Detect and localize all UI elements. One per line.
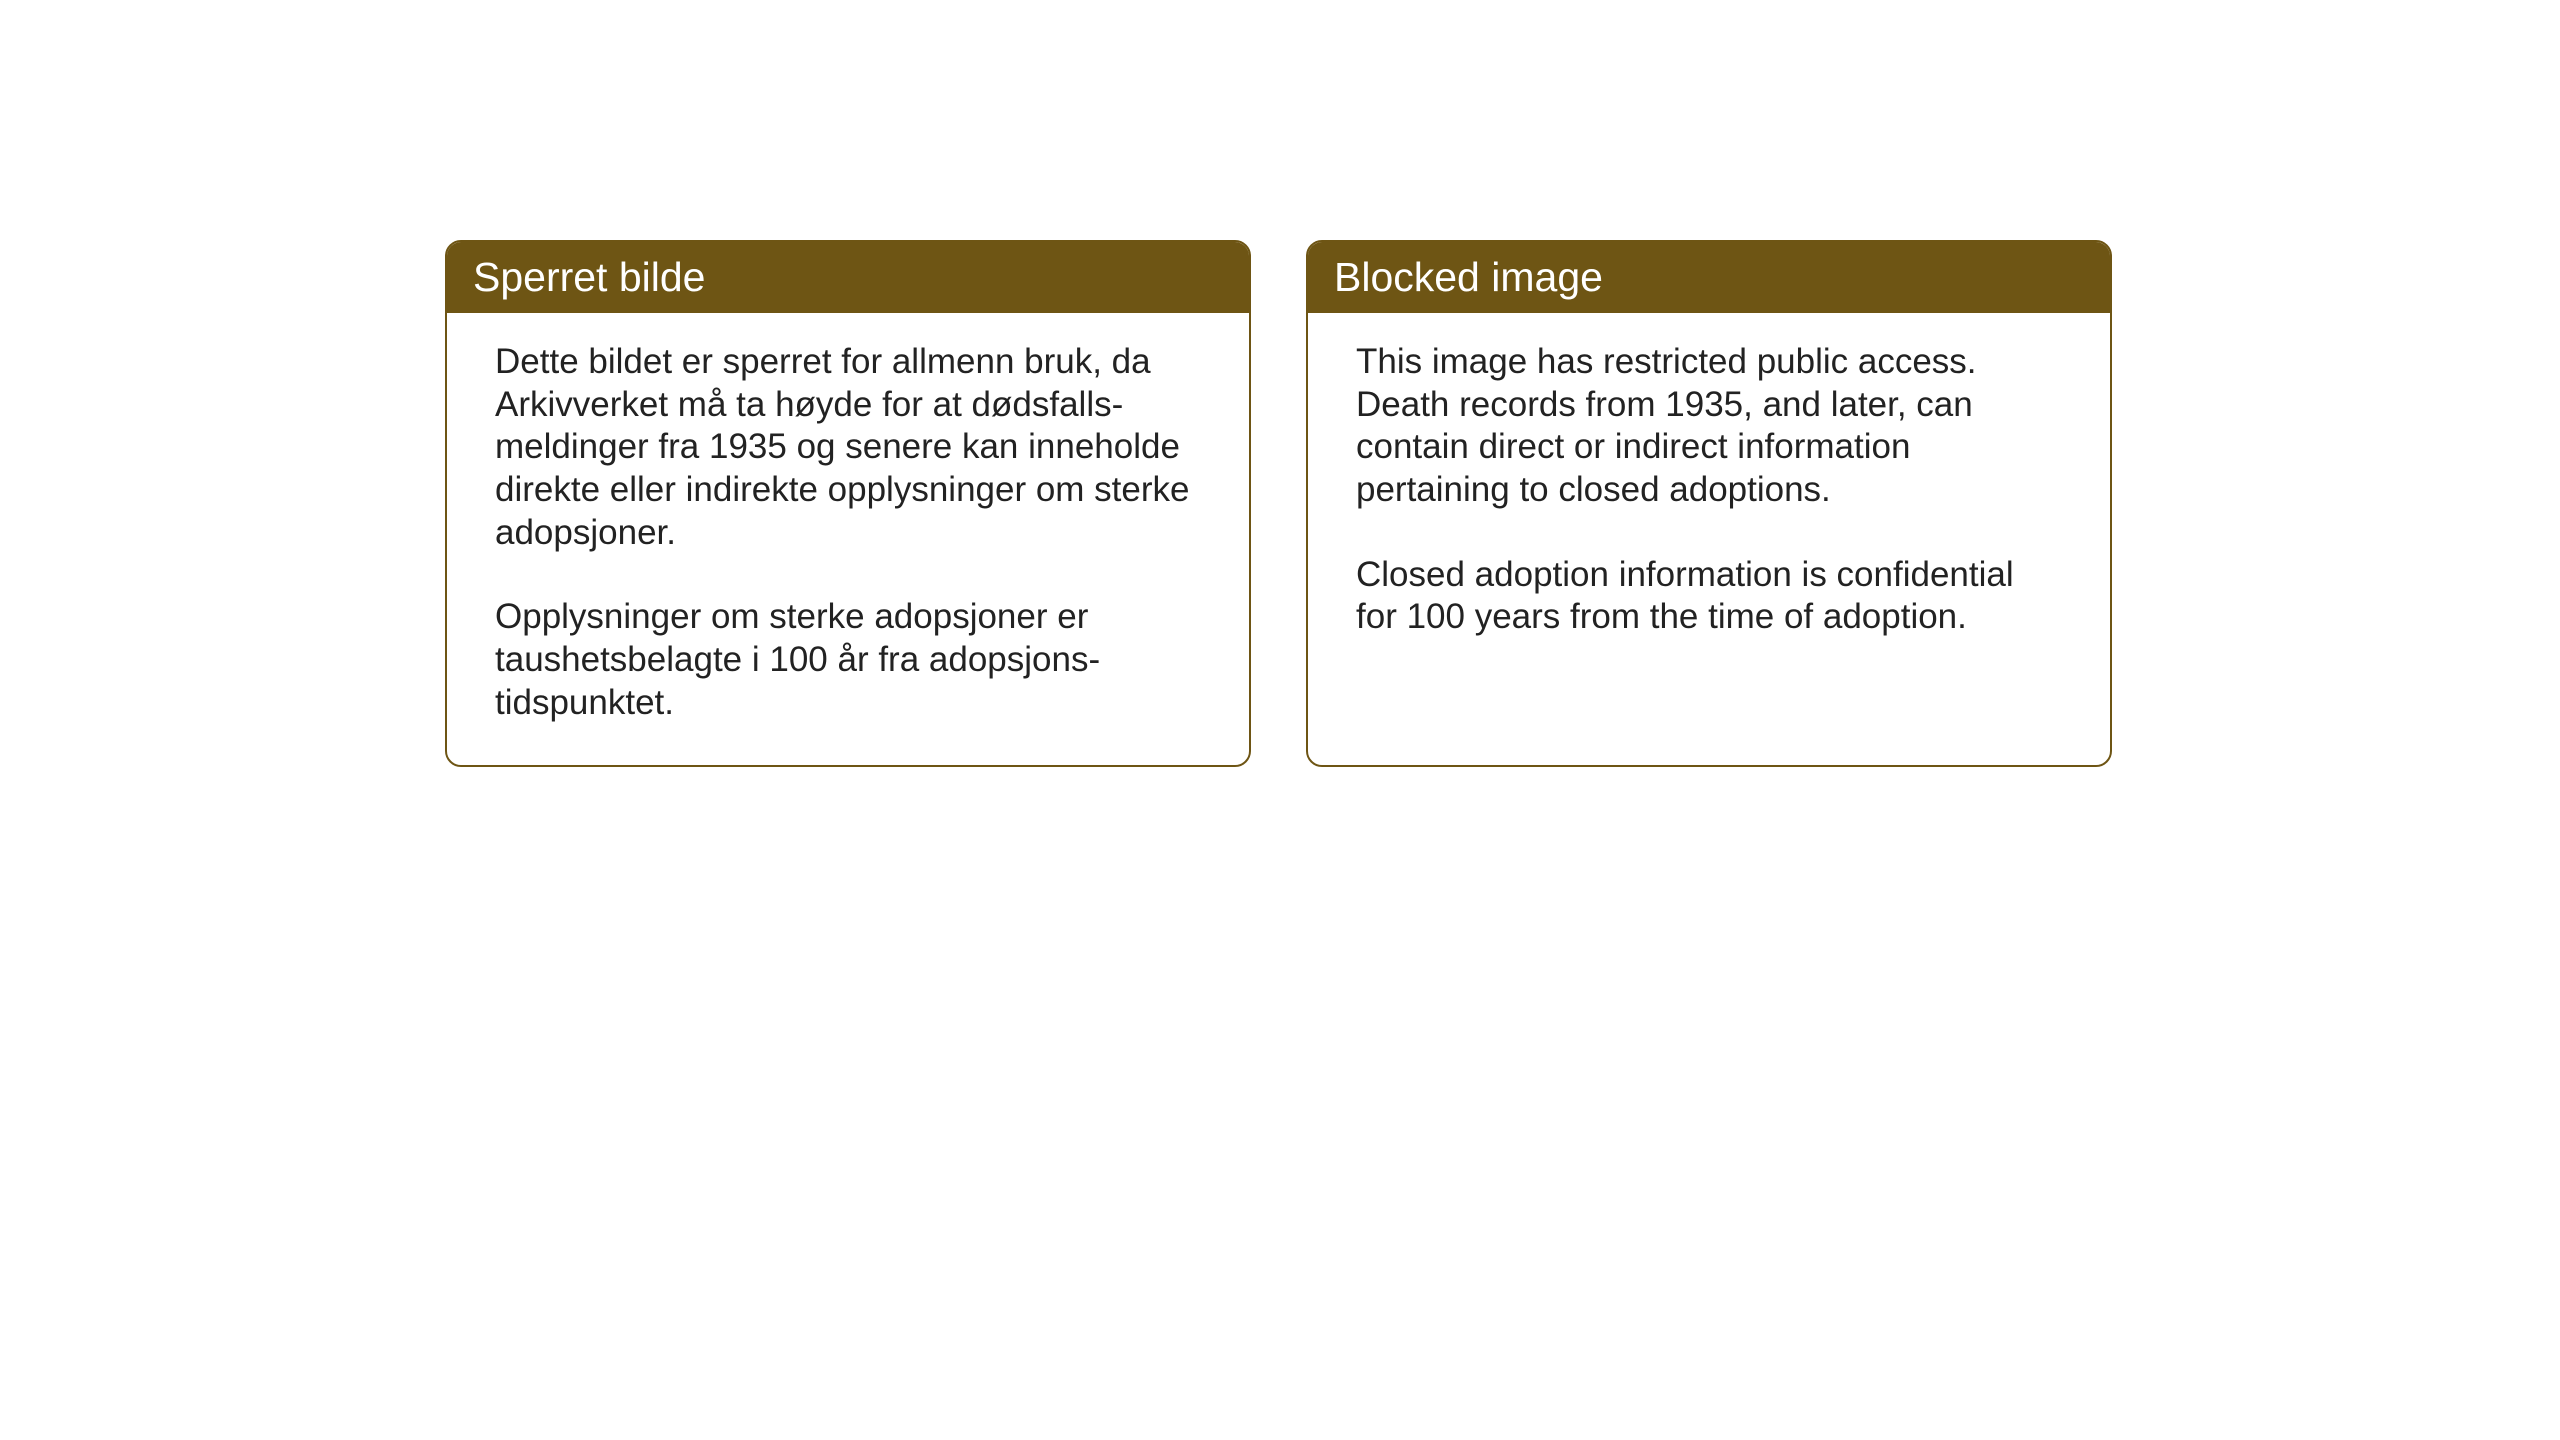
card-body-english: This image has restricted public access.…	[1308, 313, 2110, 753]
card-header-norwegian: Sperret bilde	[447, 242, 1249, 313]
card-title-english: Blocked image	[1334, 254, 2084, 301]
card-paragraph: This image has restricted public access.…	[1356, 341, 2062, 512]
card-header-english: Blocked image	[1308, 242, 2110, 313]
card-english: Blocked image This image has restricted …	[1306, 240, 2112, 767]
card-norwegian: Sperret bilde Dette bildet er sperret fo…	[445, 240, 1251, 767]
card-title-norwegian: Sperret bilde	[473, 254, 1223, 301]
card-paragraph: Dette bildet er sperret for allmenn bruk…	[495, 341, 1201, 554]
card-paragraph: Opplysninger om sterke adopsjoner er tau…	[495, 596, 1201, 724]
card-body-norwegian: Dette bildet er sperret for allmenn bruk…	[447, 313, 1249, 765]
card-paragraph: Closed adoption information is confident…	[1356, 554, 2062, 639]
cards-container: Sperret bilde Dette bildet er sperret fo…	[445, 240, 2112, 767]
